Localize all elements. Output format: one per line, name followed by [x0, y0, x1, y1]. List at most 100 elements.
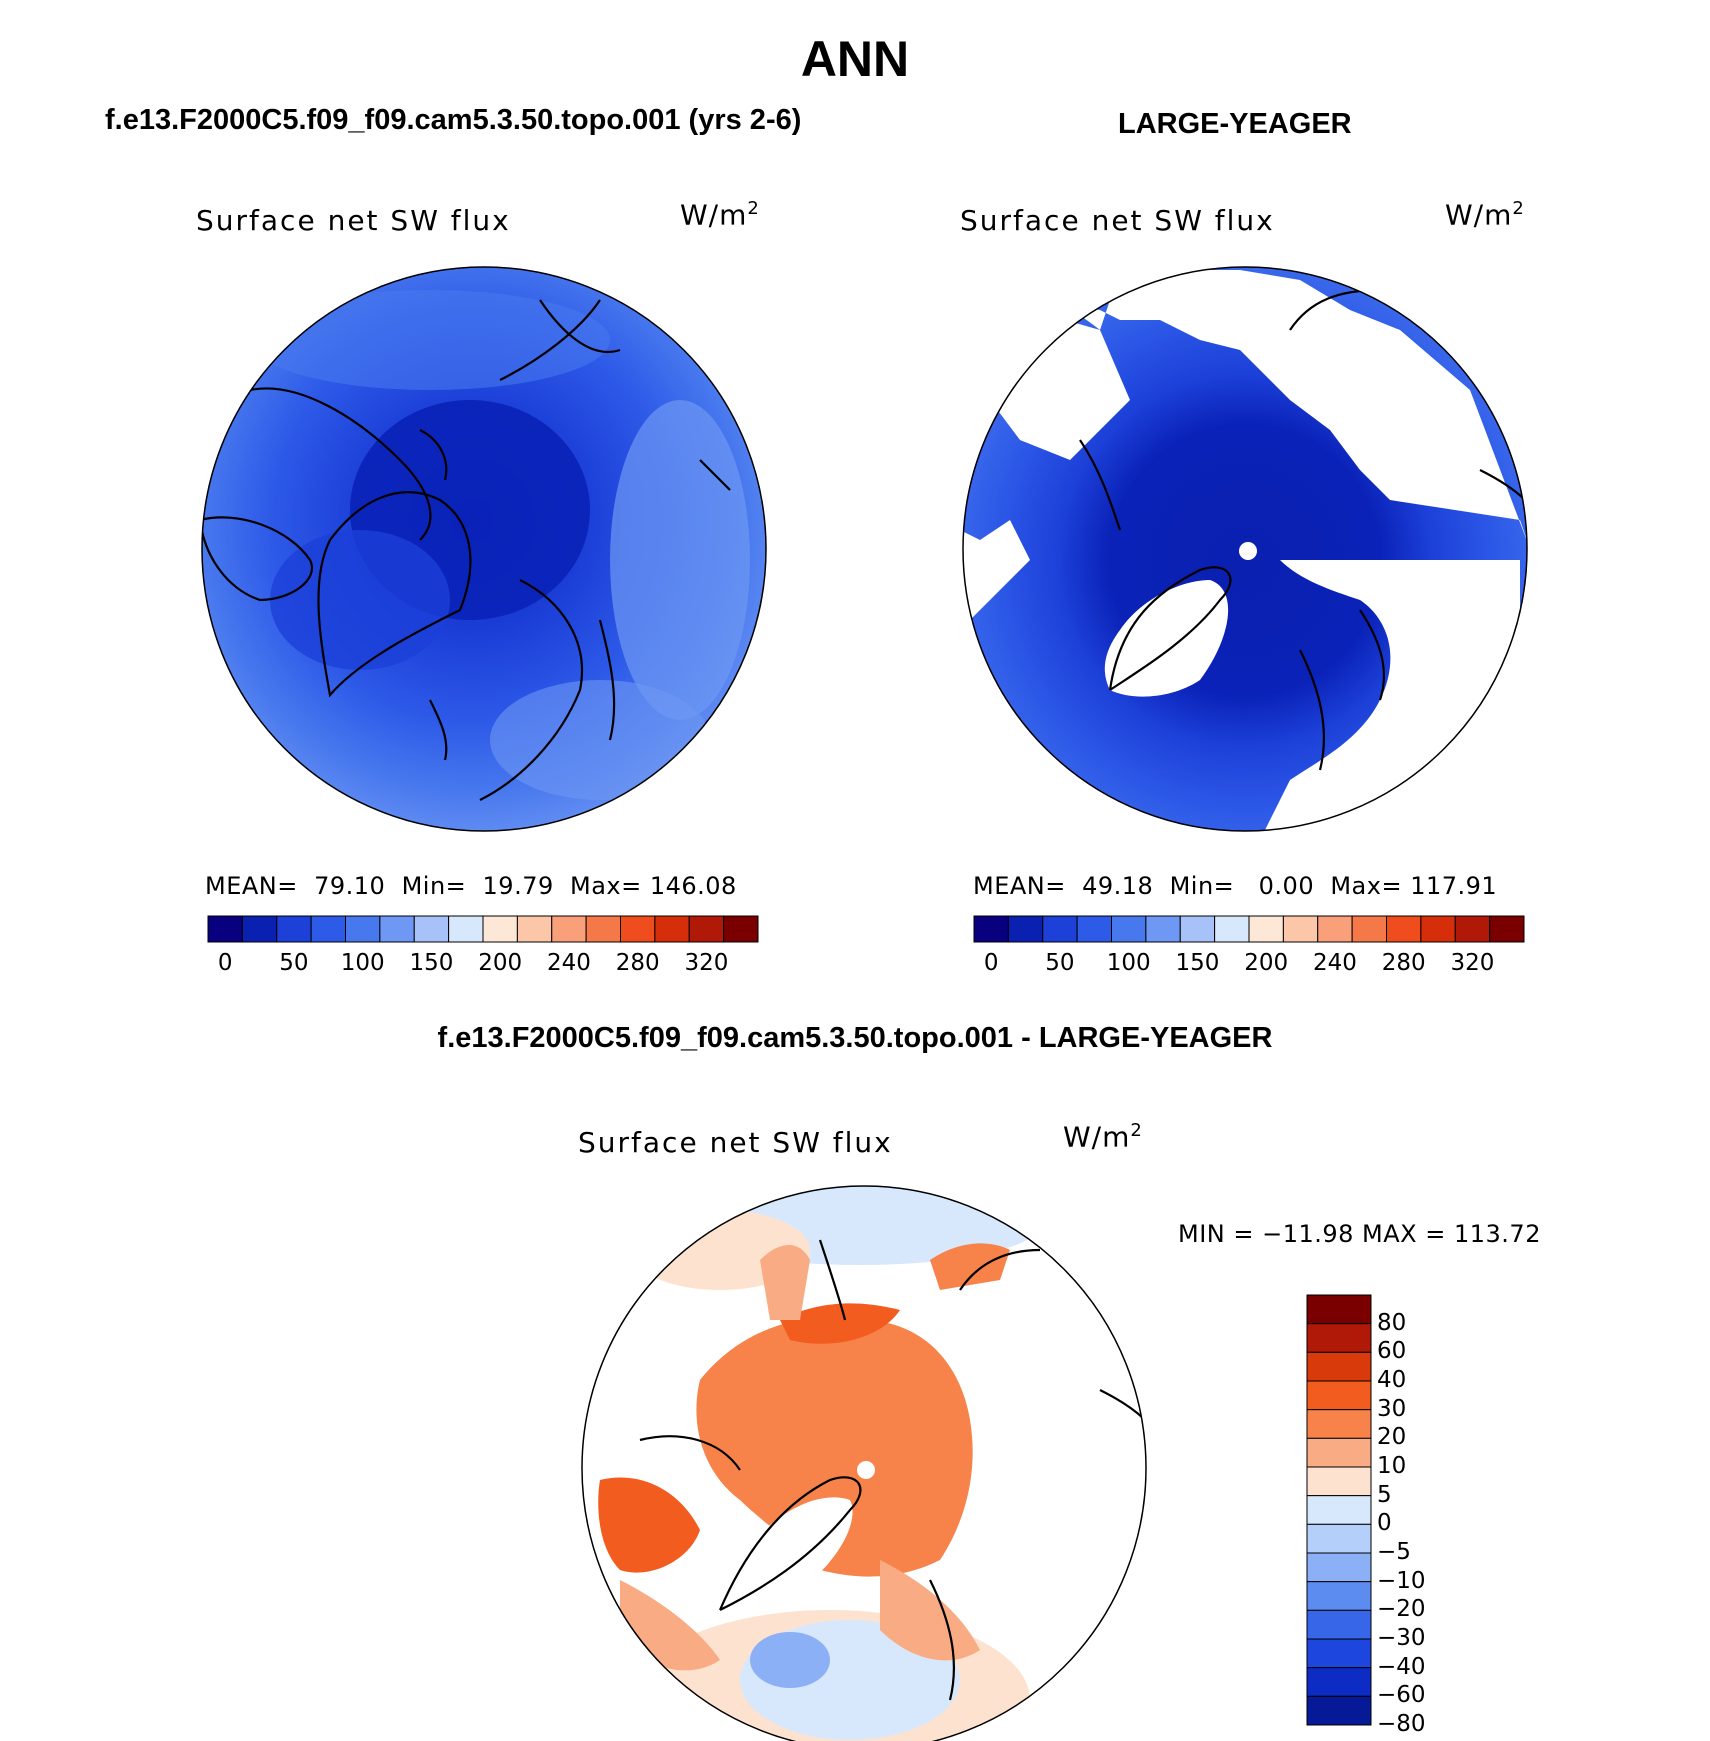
right-map-boundary [962, 266, 1528, 832]
right-colorbar-tick-label: 320 [1450, 950, 1495, 976]
left-units: W/m2 [680, 198, 760, 232]
right-colorbar-tick-label: 240 [1312, 950, 1357, 976]
diff-colorbar-swatch [1306, 1695, 1372, 1726]
left-stats: MEAN= 79.10 Min= 19.79 Max= 146.08 [205, 872, 737, 900]
right-colorbar-swatch [1042, 915, 1078, 943]
right-colorbar-swatch [1454, 915, 1491, 943]
diff-colorbar-tick-label: −30 [1377, 1625, 1426, 1651]
right-colorbar-swatch [1351, 915, 1387, 943]
left-colorbar [207, 915, 759, 943]
left-colorbar-tick-label: 50 [279, 950, 309, 976]
right-colorbar-swatch [1076, 915, 1112, 943]
diff-colorbar-tick-label: 20 [1377, 1424, 1407, 1451]
left-colorbar-swatch [310, 915, 346, 943]
diff-colorbar-tick-label: −10 [1377, 1567, 1426, 1594]
left-colorbar-swatch [620, 915, 656, 943]
left-colorbar-swatch [448, 915, 484, 943]
diff-colorbar-tick-label: −80 [1377, 1711, 1426, 1737]
left-colorbar-tick-label: 0 [217, 950, 233, 976]
diff-colorbar-swatch [1306, 1466, 1372, 1497]
difference-colorbar [1306, 1294, 1372, 1726]
main-title: ANN [800, 31, 910, 87]
left-colorbar-swatch [688, 915, 725, 943]
right-colorbar-swatch [973, 915, 1009, 943]
left-colorbar-swatch [516, 915, 553, 943]
left-colorbar-swatch [379, 915, 415, 943]
right-colorbar-swatch [1214, 915, 1250, 943]
left-panel-title: f.e13.F2000C5.f09_f09.cam5.3.50.topo.001… [105, 104, 802, 136]
diff-units: W/m2 [1063, 1120, 1143, 1154]
difference-panel-title: f.e13.F2000C5.f09_f09.cam5.3.50.topo.001… [437, 1022, 1273, 1054]
diff-colorbar-tick-label: 40 [1377, 1367, 1407, 1393]
diff-colorbar-swatch [1306, 1380, 1372, 1411]
diff-colorbar-tick-label: 0 [1377, 1510, 1392, 1537]
right-polar-map [962, 266, 1528, 832]
right-colorbar-swatch [1248, 915, 1284, 943]
diff-colorbar-tick-label: 10 [1377, 1453, 1407, 1479]
diff-colorbar-swatch [1306, 1581, 1372, 1611]
diff-colorbar-swatch [1306, 1294, 1372, 1325]
diff-colorbar-swatch [1306, 1667, 1372, 1697]
diff-colorbar-tick-label: 80 [1377, 1309, 1407, 1336]
diff-colorbar-swatch [1306, 1495, 1372, 1525]
left-colorbar-swatch [482, 915, 518, 943]
right-colorbar-tick-label: 50 [1045, 950, 1075, 976]
left-colorbar-swatch [241, 915, 278, 943]
left-map-boundary [201, 266, 767, 832]
diff-variable-title: Surface net SW flux [578, 1126, 893, 1159]
diff-map-boundary [581, 1185, 1147, 1741]
right-colorbar-tick-label: 100 [1106, 950, 1151, 976]
left-variable-title: Surface net SW flux [196, 204, 511, 237]
right-colorbar-swatch [1111, 915, 1147, 943]
diff-colorbar-swatch [1306, 1409, 1372, 1439]
diff-colorbar-tick-label: −60 [1377, 1682, 1426, 1709]
left-colorbar-swatch [345, 915, 381, 943]
right-colorbar-swatch [1282, 915, 1319, 943]
diff-colorbar-tick-label: −40 [1377, 1653, 1426, 1680]
left-colorbar-swatch [551, 915, 587, 943]
left-colorbar-swatch [723, 915, 759, 943]
diff-colorbar-swatch [1306, 1638, 1372, 1669]
left-colorbar-tick-label: 200 [478, 950, 523, 976]
right-colorbar-swatch [1489, 915, 1525, 943]
right-colorbar-tick-label: 0 [983, 950, 999, 976]
diff-colorbar-swatch [1306, 1609, 1372, 1640]
difference-polar-map [581, 1185, 1147, 1741]
left-colorbar-swatch [276, 915, 312, 943]
left-colorbar-tick-label: 100 [340, 950, 385, 976]
diff-colorbar-tick-label: 60 [1377, 1338, 1407, 1365]
right-stats: MEAN= 49.18 Min= 0.00 Max= 117.91 [973, 872, 1498, 900]
right-colorbar-swatch [1420, 915, 1456, 943]
right-colorbar-swatch [1179, 915, 1216, 943]
right-pole-hole [1239, 542, 1257, 560]
diff-colorbar-swatch [1306, 1351, 1372, 1382]
right-colorbar-tick-label: 200 [1244, 950, 1289, 976]
right-units: W/m2 [1445, 198, 1525, 232]
diff-colorbar-swatch [1306, 1323, 1372, 1353]
diff-colorbar-swatch [1306, 1523, 1372, 1554]
diff-colorbar-swatch [1306, 1552, 1372, 1583]
right-variable-title: Surface net SW flux [960, 204, 1275, 237]
right-colorbar-swatch [1145, 915, 1181, 943]
diff-colorbar-tick-label: 5 [1377, 1481, 1392, 1508]
right-colorbar [973, 915, 1525, 943]
right-colorbar-tick-label: 150 [1175, 950, 1220, 976]
left-colorbar-tick-label: 150 [409, 950, 454, 976]
diff-stats: MIN = −11.98 MAX = 113.72 [1178, 1220, 1541, 1248]
diff-colorbar-swatch [1306, 1437, 1372, 1468]
diff-colorbar-tick-label: −5 [1377, 1539, 1411, 1565]
left-colorbar-swatch [207, 915, 243, 943]
right-colorbar-tick-label: 280 [1381, 950, 1426, 976]
diff-colorbar-tick-label: 30 [1377, 1395, 1407, 1422]
left-colorbar-swatch [585, 915, 621, 943]
left-colorbar-swatch [654, 915, 690, 943]
left-colorbar-tick-label: 280 [615, 950, 660, 976]
right-colorbar-swatch [1007, 915, 1044, 943]
right-colorbar-swatch [1386, 915, 1422, 943]
left-colorbar-tick-label: 320 [684, 950, 729, 976]
diff-colorbar-tick-label: −20 [1377, 1596, 1426, 1623]
left-polar-map [201, 266, 767, 832]
left-colorbar-swatch [413, 915, 450, 943]
right-colorbar-swatch [1317, 915, 1353, 943]
